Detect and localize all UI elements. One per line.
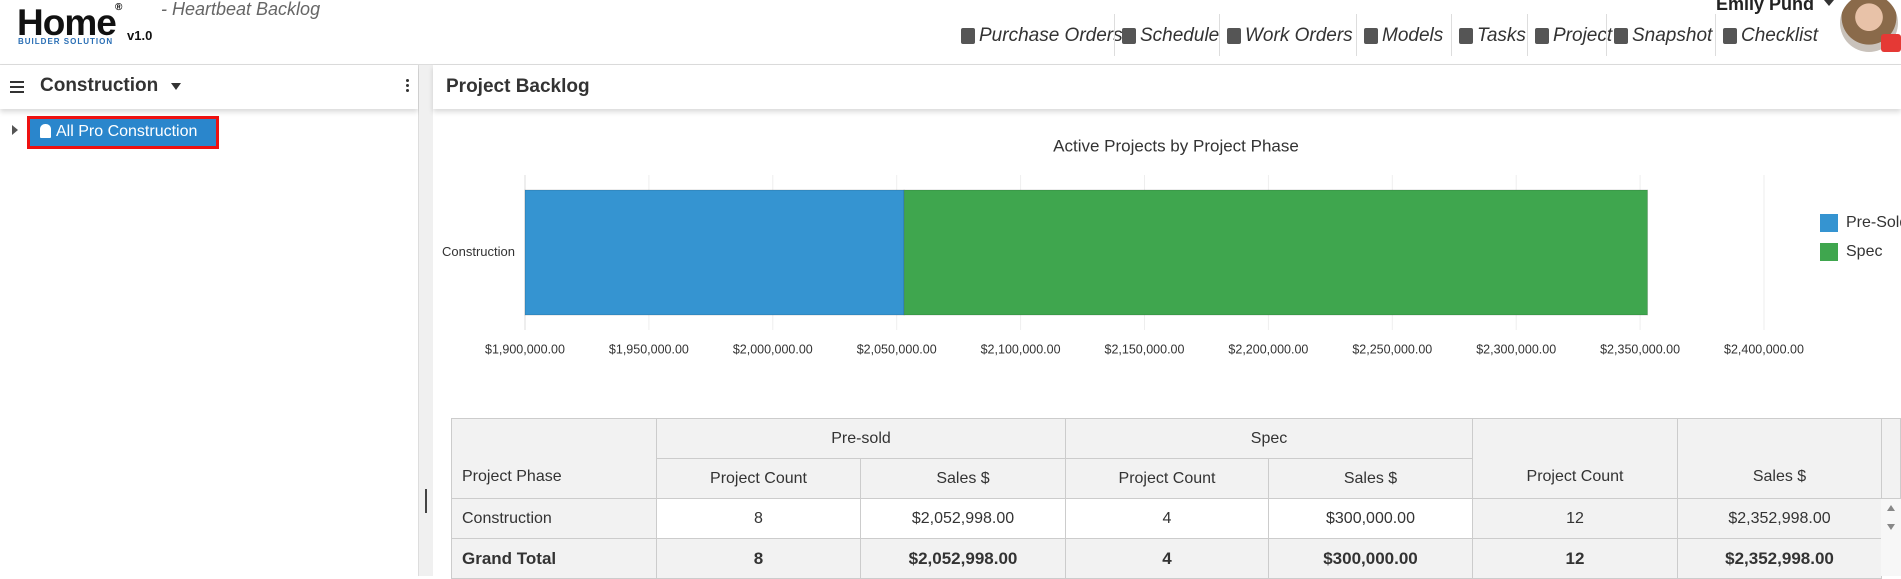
column-header: Sales $ — [860, 458, 1066, 499]
panel-title: Project Backlog — [446, 76, 590, 97]
x-tick-label: $2,200,000.00 — [1228, 342, 1308, 356]
nav-item[interactable]: Work Orders — [1245, 25, 1353, 46]
nav-separator — [1219, 14, 1220, 56]
registered-mark: ® — [115, 2, 123, 13]
user-name[interactable]: Emily Pund — [1716, 0, 1815, 14]
row-header: Construction — [451, 498, 657, 539]
nav-separator — [1606, 14, 1607, 56]
node-icon — [40, 124, 51, 138]
nav-item[interactable]: Project — [1553, 25, 1613, 46]
scroll-up[interactable] — [1887, 505, 1895, 511]
title-caret[interactable] — [171, 83, 181, 90]
table-cell: 12 — [1472, 538, 1678, 579]
table-cell: 8 — [656, 498, 861, 539]
tree-expander[interactable] — [12, 125, 18, 135]
header: Home ® BUILDER SOLUTION v1.0 - Heartbeat… — [0, 0, 1901, 65]
tree-node[interactable]: All Pro Construction — [27, 116, 219, 149]
logo: Home — [17, 2, 117, 43]
menu-icon[interactable] — [10, 81, 24, 83]
y-tick-label: Construction — [442, 244, 515, 259]
column-header: Sales $ — [1677, 418, 1882, 499]
table-cell: 8 — [656, 538, 861, 579]
x-tick-label: $2,300,000.00 — [1476, 342, 1556, 356]
column-header: Project Count — [1472, 418, 1678, 499]
nav-separator — [1715, 14, 1716, 56]
x-tick-label: $2,350,000.00 — [1600, 342, 1680, 356]
nav-icon[interactable] — [1459, 28, 1473, 44]
scrollbar[interactable] — [1881, 499, 1901, 576]
column-header: Project Count — [1065, 458, 1269, 499]
legend-label: Spec — [1846, 243, 1882, 260]
legend-swatch — [1820, 243, 1838, 261]
sidebar-title[interactable]: Construction — [40, 75, 159, 96]
row-header: Grand Total — [451, 538, 657, 579]
nav-icon[interactable] — [1614, 28, 1628, 44]
x-tick-label: $2,050,000.00 — [857, 342, 937, 356]
column-header: Project Phase — [451, 418, 657, 499]
subtitle: - Heartbeat Backlog — [161, 0, 321, 19]
nav-icon[interactable] — [1227, 28, 1241, 44]
x-tick-label: $2,100,000.00 — [981, 342, 1061, 356]
scroll-down[interactable] — [1887, 524, 1895, 530]
logo-sub: BUILDER SOLUTION — [18, 37, 114, 46]
nav-item[interactable]: Models — [1382, 25, 1444, 46]
chart-title: Active Projects by Project Phase — [1053, 136, 1299, 155]
notification-badge[interactable] — [1881, 34, 1901, 52]
nav-item[interactable]: Snapshot — [1632, 25, 1713, 46]
column-header: Project Count — [656, 458, 861, 499]
group-header: Spec — [1065, 418, 1473, 459]
nav-icon[interactable] — [1723, 28, 1737, 44]
user-caret[interactable] — [1824, 0, 1834, 6]
splitter-handle[interactable] — [425, 489, 427, 513]
nav-icon[interactable] — [1122, 28, 1136, 44]
legend-label: Pre-Sold — [1846, 214, 1901, 231]
table-cell: 12 — [1472, 498, 1678, 539]
nav-item[interactable]: Checklist — [1741, 25, 1819, 46]
nav-icon[interactable] — [1535, 28, 1549, 44]
x-tick-label: $2,400,000.00 — [1724, 342, 1804, 356]
nav-item[interactable]: Purchase Orders — [979, 25, 1123, 46]
header-filler — [1881, 418, 1901, 499]
group-header: Pre-sold — [656, 418, 1066, 459]
nav-icon[interactable] — [1364, 28, 1378, 44]
table-cell: $2,052,998.00 — [860, 538, 1066, 579]
x-tick-label: $1,950,000.00 — [609, 342, 689, 356]
x-tick-label: $2,000,000.00 — [733, 342, 813, 356]
sidebar: Construction All Pro Construction — [0, 65, 419, 576]
nav-separator — [1451, 14, 1452, 56]
table-cell: $2,352,998.00 — [1677, 538, 1882, 579]
nav-separator — [1527, 14, 1528, 56]
version: v1.0 — [127, 28, 153, 43]
bar-segment — [524, 189, 905, 316]
table-cell: $2,052,998.00 — [860, 498, 1066, 539]
legend-swatch — [1820, 214, 1838, 232]
splitter[interactable] — [419, 65, 433, 576]
table-cell: 4 — [1065, 498, 1269, 539]
table-cell: $300,000.00 — [1268, 498, 1473, 539]
column-header: Sales $ — [1268, 458, 1473, 499]
chart: Active Projects by Project Phase $1,900,0… — [442, 136, 1901, 356]
table-cell: $2,352,998.00 — [1677, 498, 1882, 539]
tree-node-label[interactable]: All Pro Construction — [56, 123, 198, 140]
more-icon[interactable] — [406, 79, 409, 82]
bar-segment — [903, 189, 1649, 316]
nav-item[interactable]: Tasks — [1477, 25, 1526, 46]
nav-separator — [1356, 14, 1357, 56]
x-tick-label: $1,900,000.00 — [485, 342, 565, 356]
nav-item[interactable]: Schedule — [1140, 25, 1220, 46]
x-tick-label: $2,250,000.00 — [1352, 342, 1432, 356]
x-tick-label: $2,150,000.00 — [1105, 342, 1185, 356]
nav-icon[interactable] — [961, 28, 975, 44]
table-cell: $300,000.00 — [1268, 538, 1473, 579]
table-cell: 4 — [1065, 538, 1269, 579]
nav-separator — [1114, 14, 1115, 56]
